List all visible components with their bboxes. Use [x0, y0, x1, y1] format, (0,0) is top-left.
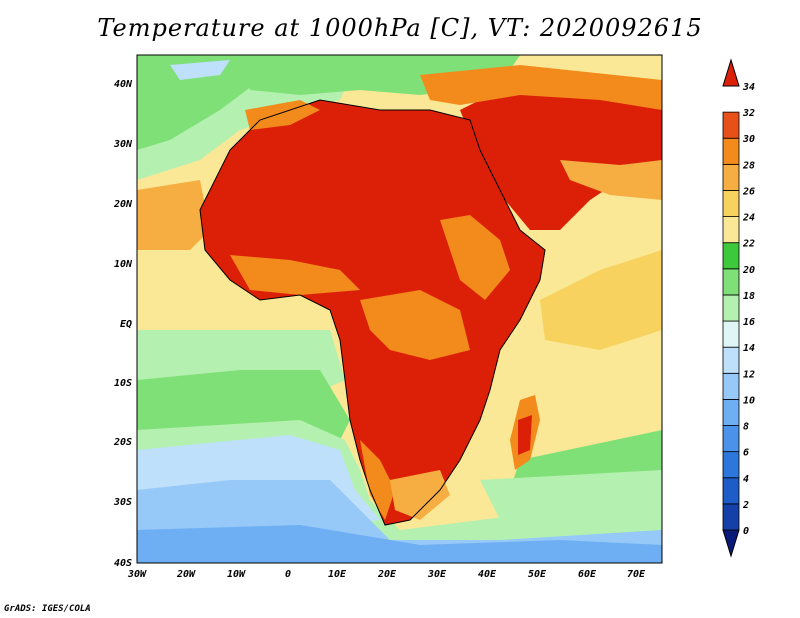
lon-axis: 30W 20W 10W 0 10E 20E 30E 40E 50E 60E 70… — [127, 569, 646, 580]
lat-label-eq: EQ — [120, 319, 132, 330]
middle-east-warm — [420, 65, 662, 110]
colorbar-label: 30 — [742, 134, 755, 145]
colorbar-swatch — [722, 216, 740, 244]
west-africa-coast-warm — [230, 255, 360, 295]
lat-label-30n: 30N — [113, 139, 133, 150]
colorbar-label: 16 — [743, 317, 755, 328]
ocean-canary-warm — [137, 180, 210, 250]
colorbar-label: 12 — [743, 369, 755, 380]
arabian-peninsula — [460, 80, 662, 230]
lon-label-20w: 20W — [176, 569, 196, 580]
lon-label-10w: 10W — [227, 569, 246, 580]
namibia-coast — [360, 440, 395, 520]
south-africa-warm — [390, 470, 450, 520]
lon-label-30w: 30W — [127, 569, 147, 580]
colorbar-swatch — [722, 242, 740, 270]
colorbar-bottom-arrow — [722, 529, 740, 558]
colorbar-top-arrow — [722, 58, 740, 87]
colorbar-label: 22 — [742, 239, 755, 250]
lat-label-10n: 10N — [114, 259, 133, 270]
map-field — [137, 55, 662, 563]
colorbar-swatch — [722, 137, 740, 165]
colorbar-label: 32 — [742, 108, 755, 119]
colorbar-swatch — [722, 268, 740, 296]
ocean-indian-band — [540, 250, 662, 350]
lon-label-60e: 60E — [578, 569, 597, 580]
ocean-colder-band — [137, 525, 662, 563]
colorbar-swatch — [722, 346, 740, 374]
lat-label-10s: 10S — [114, 378, 132, 389]
colorbar-label: 14 — [743, 343, 755, 354]
lon-label-70e: 70E — [627, 569, 646, 580]
colorbar-label: 0 — [743, 526, 749, 537]
ethiopian-highlands — [440, 215, 510, 300]
africa-coastline — [199, 99, 546, 526]
lon-label-30e: 30E — [427, 569, 447, 580]
colorbar-label: 34 — [742, 82, 755, 93]
colorbar-label: 10 — [743, 395, 755, 406]
colorbar-label: 28 — [742, 160, 755, 171]
colorbar-swatch — [722, 294, 740, 322]
colorbar-swatch — [722, 372, 740, 400]
colorbar-swatch — [722, 503, 740, 531]
lat-label-40n: 40N — [114, 79, 133, 90]
colorbar-swatch — [722, 190, 740, 217]
colorbar-label: 6 — [743, 448, 749, 459]
lat-label-20n: 20N — [113, 199, 133, 210]
colorbar-label: 20 — [742, 265, 755, 276]
colorbar-label: 26 — [742, 186, 755, 197]
ocean-north-cool — [170, 60, 230, 80]
lon-label-40e: 40E — [478, 569, 497, 580]
lat-label-20s: 20S — [113, 437, 132, 448]
lon-label-50e: 50E — [528, 569, 547, 580]
lat-axis: 40N 30N 20N 10N EQ 10S 20S 30S 40S — [113, 79, 133, 569]
colorbar-swatch — [722, 477, 740, 505]
lat-label-30s: 30S — [113, 497, 132, 508]
colorbar-label: 4 — [743, 474, 749, 485]
colorbar-label: 18 — [743, 291, 755, 302]
colorbar-swatch — [722, 111, 740, 139]
arabian-sea-coast — [560, 160, 662, 200]
grads-credit: GrADS: IGES/COLA — [4, 604, 91, 614]
colorbar-swatch — [722, 399, 740, 426]
congo-basin-warm — [360, 290, 470, 360]
madagascar-hot — [518, 415, 532, 455]
colorbar-swatch — [722, 320, 740, 348]
colorbar-swatch — [722, 163, 740, 191]
lon-label-10e: 10E — [328, 569, 347, 580]
ocean-indian-south — [480, 470, 662, 520]
colorbar-swatch — [722, 425, 740, 453]
lon-label-20e: 20E — [377, 569, 397, 580]
colorbar-label: 8 — [743, 422, 749, 433]
map-title: Temperature at 1000hPa [C], VT: 20200926… — [97, 14, 703, 42]
lon-label-0: 0 — [285, 569, 291, 580]
morocco-warm — [245, 100, 320, 130]
colorbar-label: 24 — [742, 213, 755, 224]
colorbar-label: 2 — [742, 500, 749, 511]
map-frame — [136, 54, 663, 564]
lat-label-40s: 40S — [114, 558, 132, 569]
colorbar-swatch — [722, 451, 740, 479]
